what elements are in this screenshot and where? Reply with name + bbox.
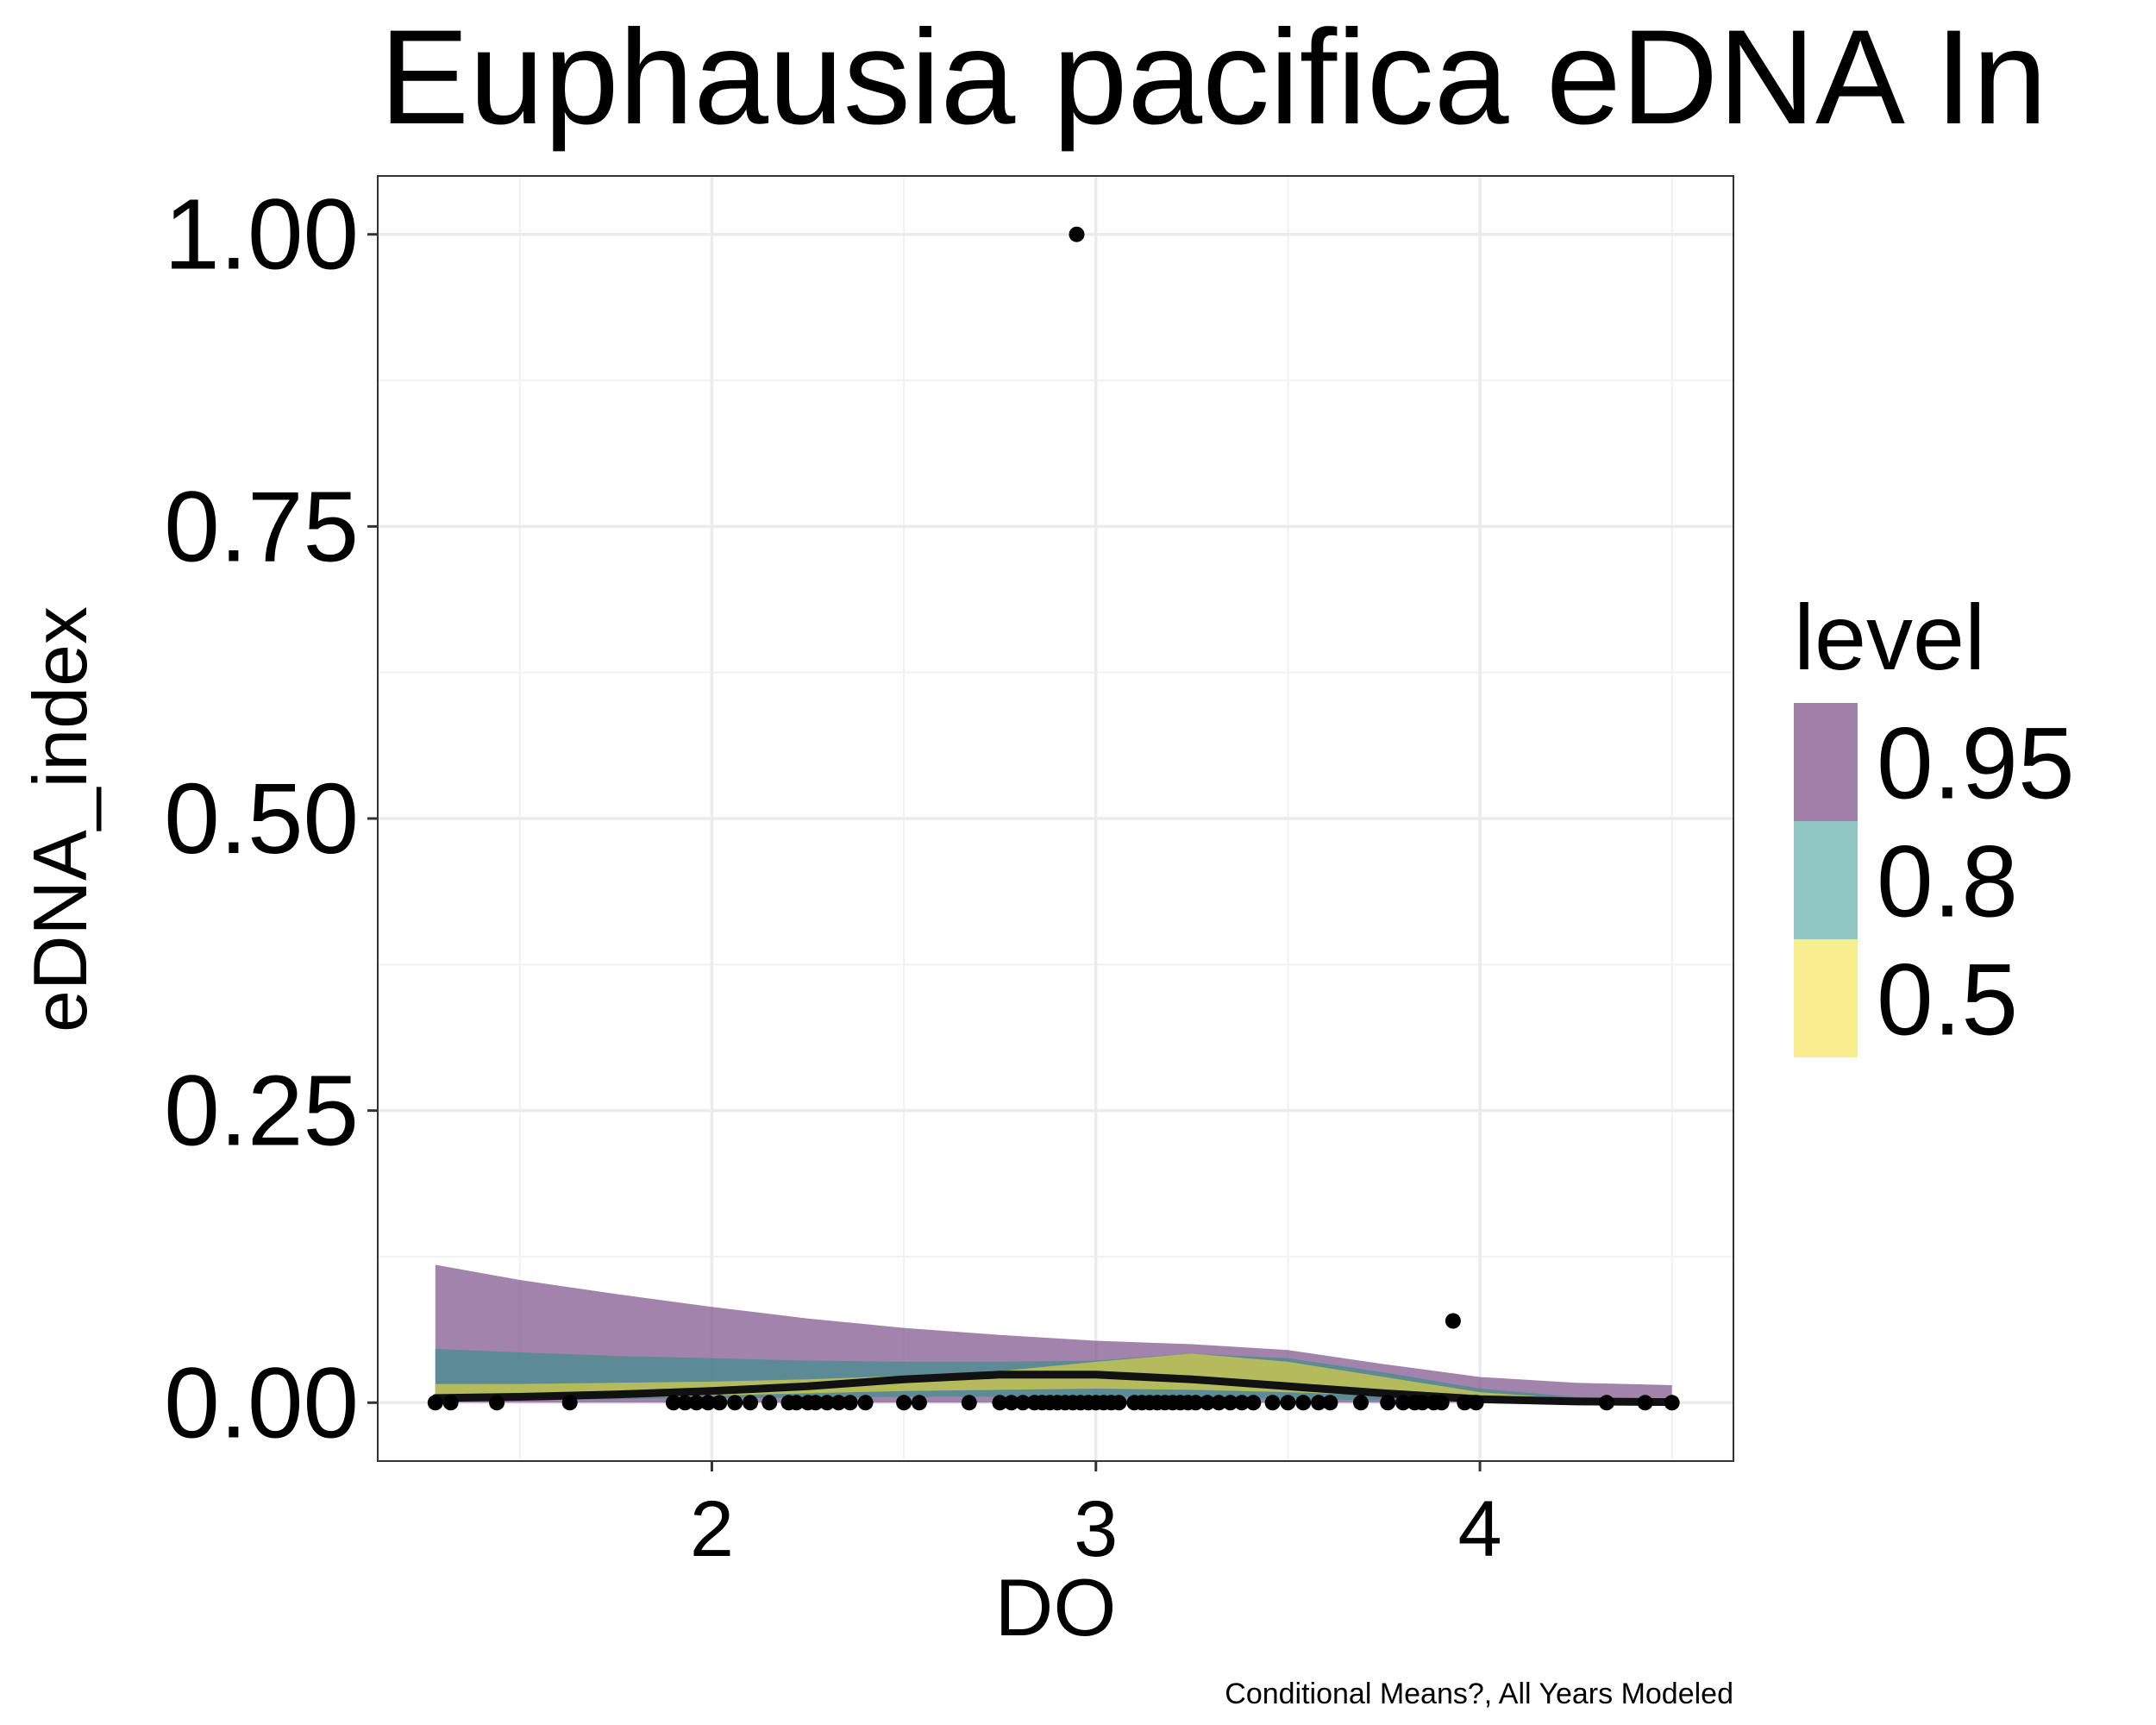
data-point [711, 1395, 728, 1411]
data-point [1188, 1395, 1204, 1411]
data-point [561, 1395, 578, 1411]
legend-label: 0.95 [1877, 707, 2075, 821]
data-point [842, 1395, 858, 1411]
data-point [1199, 1395, 1215, 1411]
y-axis: 0.00 0.25 0.50 0.75 1.00 [164, 179, 378, 1458]
legend: level 0.950.80.5 [1794, 585, 2075, 1057]
data-point [1111, 1395, 1127, 1411]
legend-entries: 0.950.80.5 [1794, 703, 2075, 1057]
y-tick-label: 0.00 [164, 1346, 359, 1458]
legend-title: level [1794, 585, 1985, 689]
data-point [1637, 1395, 1653, 1411]
legend-label: 0.5 [1877, 944, 2018, 1057]
legend-key-0-8 [1794, 821, 1858, 939]
grid-major [378, 176, 1733, 1461]
data-point [807, 1395, 824, 1411]
chart-title: Euphausia pacifica eDNA In [379, 3, 2047, 153]
data-point [1311, 1395, 1326, 1411]
data-point [830, 1395, 847, 1411]
legend-key-0-95 [1794, 703, 1858, 821]
data-point [1295, 1395, 1312, 1411]
x-axis-label: DO [995, 1562, 1117, 1653]
data-point [911, 1395, 927, 1411]
data-point [665, 1395, 681, 1411]
data-point [1599, 1395, 1614, 1411]
data-point [1234, 1395, 1250, 1411]
x-axis: 2 3 4 [690, 1461, 1502, 1573]
data-point [677, 1395, 693, 1411]
data-point [442, 1395, 459, 1411]
data-point [819, 1395, 835, 1411]
data-point [1222, 1395, 1238, 1411]
x-tick-label: 4 [1457, 1485, 1501, 1573]
data-point [1322, 1395, 1338, 1411]
data-point [743, 1395, 758, 1411]
legend-key-0-5 [1794, 939, 1858, 1057]
chart-caption: Conditional Means?, All Years Modeled [1225, 1678, 1733, 1710]
y-tick-label: 0.25 [164, 1055, 359, 1167]
data-point [1414, 1395, 1431, 1411]
y-tick-label: 0.75 [164, 470, 359, 582]
data-point [1664, 1395, 1680, 1411]
data-point [1433, 1395, 1450, 1411]
data-point [961, 1395, 977, 1411]
data-point [427, 1395, 443, 1411]
data-point [1003, 1395, 1019, 1411]
y-axis-label: eDNA_index [17, 606, 103, 1032]
data-point [1468, 1395, 1484, 1411]
data-point [857, 1395, 874, 1411]
y-tick-label: 0.50 [164, 762, 359, 875]
data-point [1264, 1395, 1281, 1411]
data-point [761, 1395, 778, 1411]
data-point [1245, 1395, 1262, 1411]
x-tick-label: 3 [1074, 1485, 1118, 1573]
data-point [1353, 1395, 1369, 1411]
data-point [727, 1395, 743, 1411]
data-point [1015, 1395, 1031, 1411]
data-points [427, 226, 1680, 1411]
data-point [1280, 1395, 1296, 1411]
legend-label: 0.8 [1877, 825, 2018, 939]
data-point [1457, 1395, 1473, 1411]
data-point [489, 1395, 505, 1411]
data-point [1380, 1395, 1396, 1411]
data-point [1395, 1395, 1411, 1411]
y-tick-label: 1.00 [164, 179, 359, 291]
data-point [700, 1395, 716, 1411]
data-point [1211, 1395, 1227, 1411]
data-point [1445, 1313, 1461, 1329]
data-point [1069, 226, 1085, 242]
data-point [896, 1395, 912, 1411]
x-tick-label: 2 [690, 1485, 734, 1573]
data-point [688, 1395, 705, 1411]
data-point [788, 1395, 805, 1411]
data-point [992, 1395, 1008, 1411]
